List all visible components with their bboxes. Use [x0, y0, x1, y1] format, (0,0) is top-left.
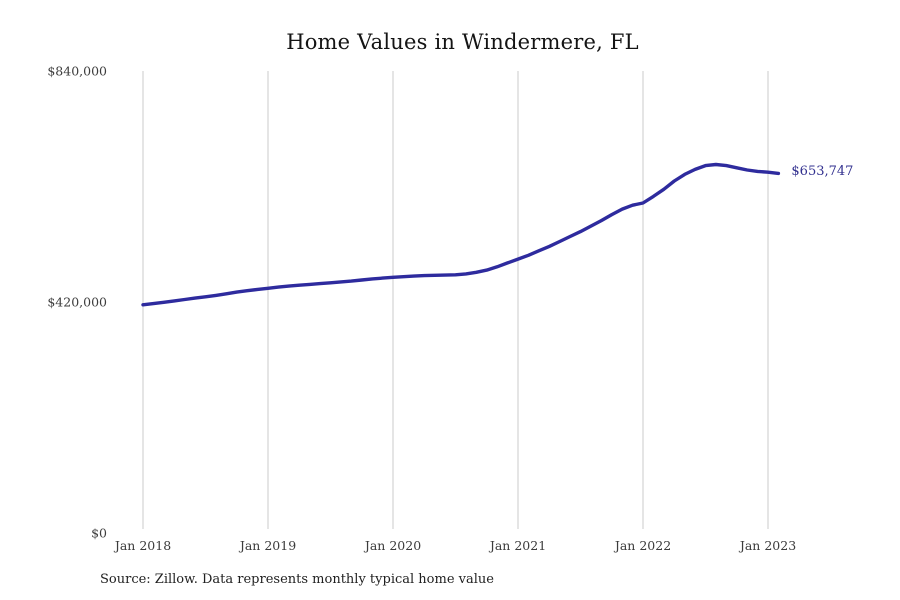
x-tick-label: Jan 2021 — [488, 538, 546, 553]
x-tick-label: Jan 2022 — [613, 538, 671, 553]
x-tick-label: Jan 2023 — [738, 538, 796, 553]
source-note: Source: Zillow. Data represents monthly … — [100, 572, 494, 587]
y-tick-label: $840,000 — [47, 64, 107, 79]
y-tick-label: $0 — [91, 526, 107, 541]
home-value-line — [141, 162, 781, 307]
x-tick-label: Jan 2020 — [363, 538, 421, 553]
y-tick-label: $420,000 — [47, 295, 107, 310]
x-tick-label: Jan 2018 — [113, 538, 171, 553]
chart-title: Home Values in Windermere, FL — [286, 30, 639, 54]
latest-value-label: $653,747 — [791, 164, 854, 180]
x-tick-label: Jan 2019 — [238, 538, 296, 553]
